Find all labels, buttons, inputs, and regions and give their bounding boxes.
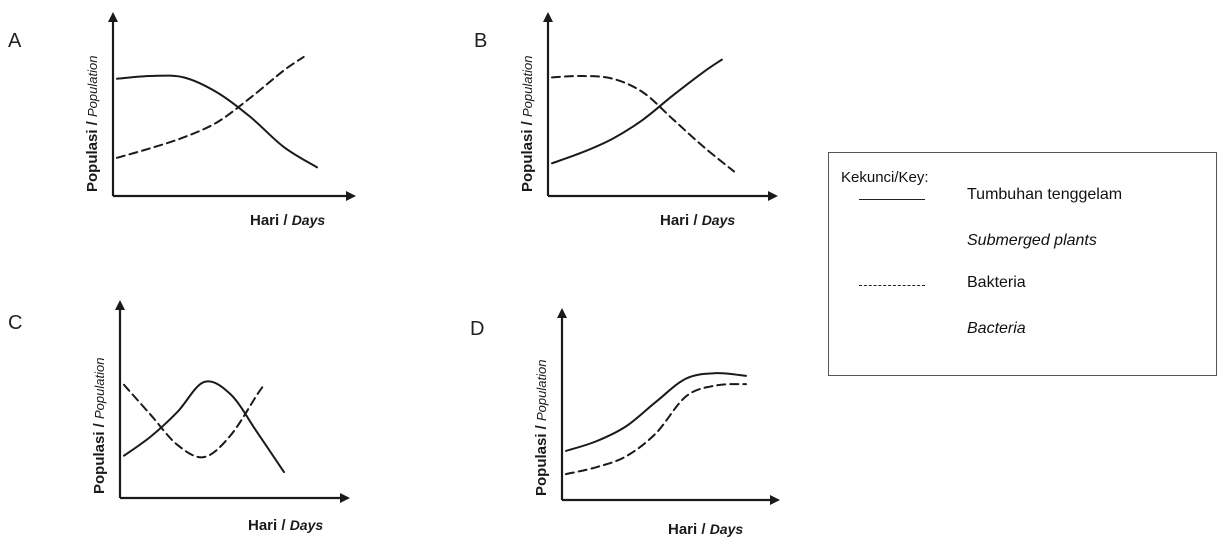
y-axis-label: Populasi / Population <box>91 358 108 494</box>
x-axis-arrow-icon <box>340 493 350 503</box>
legend-title: Kekunci/Key: <box>841 169 929 186</box>
series-line-bacteria <box>116 55 305 159</box>
y-axis-label-ms: Populasi / <box>84 117 101 192</box>
y-axis-label-en: Population <box>520 56 535 117</box>
chart-panel-b: Populasi / Population Hari / Days <box>519 12 778 229</box>
series-line-submerged-plants <box>116 74 318 169</box>
x-axis-label-en: Days <box>710 521 744 537</box>
series-line-bacteria <box>123 382 267 459</box>
y-axis-label-en: Population <box>85 56 100 117</box>
legend-solid-label: Tumbuhan tenggelam <box>967 186 1123 203</box>
x-axis-label-en: Days <box>292 212 326 228</box>
x-axis-label-en: Days <box>290 517 324 533</box>
y-axis-arrow-icon <box>115 300 125 310</box>
y-axis-label: Populasi / Population <box>84 56 101 192</box>
chart-panel-a: Populasi / Population Hari / Days <box>84 12 356 229</box>
series-line-submerged-plants <box>551 58 723 165</box>
y-axis-label: Populasi / Population <box>519 56 536 192</box>
y-axis-arrow-icon <box>557 308 567 318</box>
legend-solid-line-swatch <box>859 199 925 200</box>
x-axis-label: Hari / Days <box>660 212 735 229</box>
panel-letter-a: A <box>8 30 22 52</box>
x-axis-label-ms: Hari / <box>660 212 702 229</box>
x-axis-arrow-icon <box>768 191 778 201</box>
x-axis-label: Hari / Days <box>250 212 325 229</box>
panel-letter-d: D <box>470 318 485 340</box>
legend-dashed-line-swatch <box>859 285 925 286</box>
y-axis-arrow-icon <box>543 12 553 22</box>
x-axis-label-ms: Hari / <box>668 521 710 538</box>
x-axis-label-ms: Hari / <box>248 517 290 534</box>
panel-letter-c: C <box>8 312 23 334</box>
series-line-submerged-plants <box>123 380 285 474</box>
x-axis-arrow-icon <box>346 191 356 201</box>
x-axis-arrow-icon <box>770 495 780 505</box>
y-axis-label: Populasi / Population <box>533 360 550 496</box>
x-axis-label-ms: Hari / <box>250 212 292 229</box>
y-axis-label-ms: Populasi / <box>519 117 536 192</box>
x-axis-label-en: Days <box>702 212 736 228</box>
chart-panel-d: Populasi / Population Hari / Days <box>533 308 780 538</box>
y-axis-label-ms: Populasi / <box>91 419 108 494</box>
legend-dashed-label: Bakteria <box>967 274 1026 291</box>
chart-panel-c: Populasi / Population Hari / Days <box>91 300 350 534</box>
x-axis-label: Hari / Days <box>248 517 323 534</box>
legend-dashed-label-en: Bacteria <box>967 320 1026 337</box>
y-axis-arrow-icon <box>108 12 118 22</box>
y-axis-label-ms: Populasi / <box>533 421 550 496</box>
series-line-submerged-plants <box>565 372 747 452</box>
series-line-bacteria <box>551 74 735 173</box>
y-axis-label-en: Population <box>534 360 549 421</box>
y-axis-label-en: Population <box>92 358 107 419</box>
series-line-bacteria <box>565 383 747 476</box>
legend-box: Kekunci/Key: Tumbuhan tenggelam Submerge… <box>828 152 1217 376</box>
x-axis-label: Hari / Days <box>668 521 743 538</box>
legend-solid-label-en: Submerged plants <box>967 232 1097 249</box>
panel-letter-b: B <box>474 30 488 52</box>
